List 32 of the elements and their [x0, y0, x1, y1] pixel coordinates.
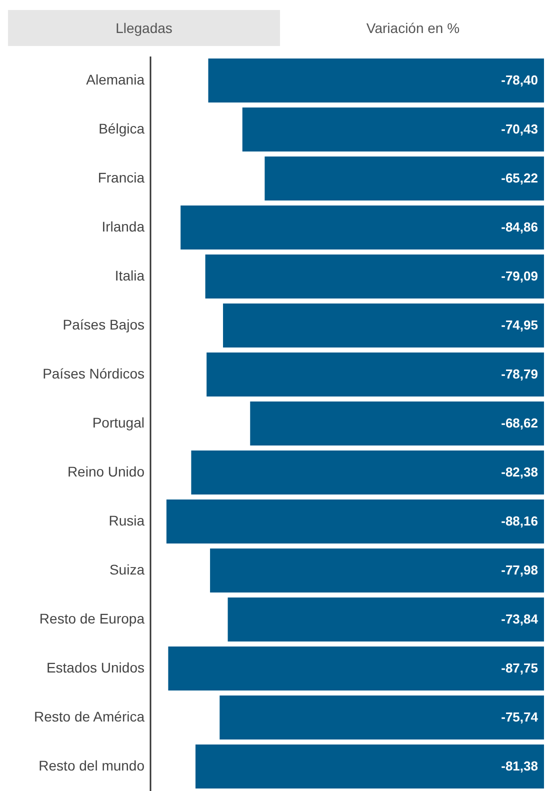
data-label: -81,38 — [501, 758, 538, 774]
y-tick-label: Países Nórdicos — [42, 366, 144, 382]
text: Variación en % — [282, 10, 544, 46]
data-label: -74,95 — [501, 318, 538, 332]
y-tick-label: Alemania — [86, 72, 145, 88]
y-tick-label: Estados Unidos — [46, 660, 144, 676]
y-tick-label: Suiza — [109, 562, 145, 578]
y-tick-label: Resto de Europa — [39, 610, 145, 626]
y-tick-label: Irlanda — [102, 218, 145, 234]
y-tick-label: Resto del mundo — [38, 758, 145, 774]
data-label: -78,40 — [501, 72, 538, 88]
data-label: -79,09 — [501, 268, 538, 284]
data-label: -82,38 — [501, 464, 538, 480]
y-tick-label: Italia — [114, 268, 145, 284]
y-tick-label: Reino Unido — [67, 464, 145, 480]
data-label: -87,75 — [501, 660, 538, 676]
y-tick-label: Bélgica — [98, 120, 145, 136]
data-label: -88,16 — [501, 514, 538, 528]
y-tick-label: Francia — [98, 170, 145, 186]
data-label: -77,98 — [501, 562, 538, 578]
data-label: -75,74 — [501, 710, 539, 724]
data-label: -68,62 — [501, 416, 538, 430]
y-tick-label: Resto de América — [34, 708, 145, 724]
data-label: -73,84 — [501, 612, 539, 626]
data-label: -84,86 — [501, 220, 538, 234]
data-label: -70,43 — [501, 122, 538, 136]
y-tick-label: Rusia — [108, 512, 145, 528]
text: Llegadas — [8, 10, 280, 46]
y-tick-label: Portugal — [92, 414, 144, 430]
data-label: -65,22 — [501, 170, 538, 186]
y-tick-label: Países Bajos — [62, 316, 144, 332]
data-label: -78,79 — [501, 366, 538, 382]
